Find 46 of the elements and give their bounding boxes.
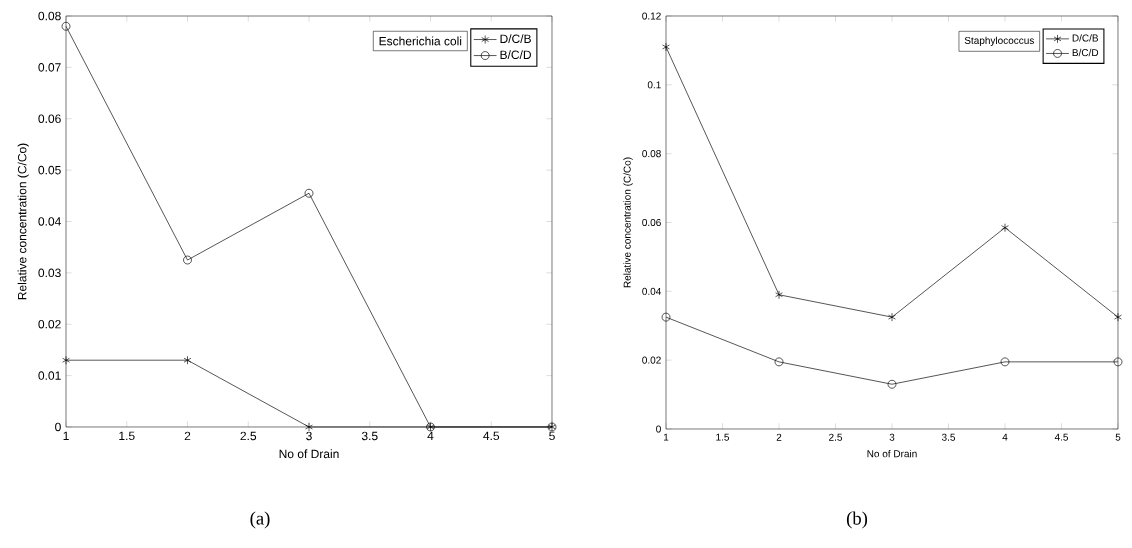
legend-label: D/C/B: [500, 34, 531, 44]
y-tick-label: 0.02: [38, 319, 61, 329]
y-tick-label: 0: [55, 422, 61, 432]
x-tick-label: 1: [63, 431, 69, 440]
x-tick-label: 1: [663, 433, 669, 441]
x-tick-label: 1.5: [119, 431, 135, 441]
y-tick-label: 0.05: [38, 165, 61, 175]
x-tick-label: 5: [1115, 433, 1121, 441]
x-tick-label: 4: [1002, 433, 1008, 441]
y-tick-label: 0.02: [642, 356, 661, 364]
y-tick-label: 0.08: [38, 11, 61, 21]
y-axis-title: Relative concentration (C/Co): [17, 143, 29, 300]
x-tick-label: 5: [549, 431, 555, 441]
x-tick-label: 3.5: [361, 431, 378, 441]
x-axis-title: No of Drain: [867, 449, 917, 458]
x-tick-label: 2: [184, 431, 191, 441]
y-tick-label: 0: [656, 425, 661, 433]
x-tick-label: 2.5: [829, 433, 843, 441]
y-axis-title: Relative concentration (C/Co): [623, 157, 633, 288]
x-tick-label: 4: [427, 431, 434, 440]
y-tick-label: 0.08: [642, 150, 661, 158]
x-tick-label: 3: [306, 431, 312, 441]
text: (a): [250, 511, 270, 529]
x-tick-label: 4.5: [1054, 433, 1069, 441]
y-tick-label: 0.04: [38, 217, 61, 226]
legend-label: B/C/D: [1072, 48, 1099, 57]
y-tick-label: 0.1: [647, 81, 661, 89]
x-tick-label: 1.5: [716, 433, 730, 441]
x-tick-label: 4.5: [483, 431, 500, 441]
annotation: Staphylococcus: [964, 36, 1034, 46]
x-axis-title: No of Drain: [279, 449, 339, 459]
y-tick-label: 0.12: [642, 12, 661, 20]
y-tick-label: 0.03: [38, 268, 61, 278]
annotation: Escherichia coli: [379, 36, 462, 46]
y-tick-label: 0.07: [38, 63, 61, 72]
legend-label: D/C/B: [1072, 34, 1099, 42]
y-tick-label: 0.04: [642, 287, 661, 295]
x-tick-label: 3: [889, 433, 895, 441]
y-tick-label: 0.06: [642, 218, 661, 227]
x-tick-label: 2.5: [240, 431, 257, 441]
text: (b): [846, 511, 868, 529]
legend-label: B/C/D: [500, 50, 531, 60]
y-tick-label: 0.01: [38, 371, 61, 380]
y-tick-label: 0.06: [38, 114, 61, 123]
x-tick-label: 2: [776, 433, 782, 441]
x-tick-label: 3.5: [941, 433, 956, 441]
